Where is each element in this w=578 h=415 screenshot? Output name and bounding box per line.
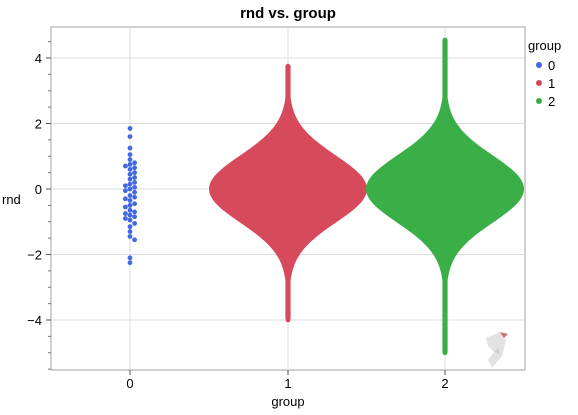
data-point-group-0 — [127, 207, 133, 213]
y-tick-label: 4 — [35, 51, 42, 66]
chart-title: rnd vs. group — [240, 5, 336, 22]
x-tick-label: 1 — [284, 376, 291, 391]
data-point-group-0 — [123, 196, 128, 202]
data-point-group-0 — [132, 214, 138, 220]
legend-title: group — [528, 38, 561, 53]
max-point-group-2 — [442, 37, 448, 43]
data-point-group-0 — [132, 184, 138, 190]
data-point-group-0 — [127, 255, 133, 261]
y-axis: −4 −2 0 2 4 — [27, 41, 51, 370]
data-point-group-0 — [127, 152, 133, 158]
data-point-group-0 — [132, 201, 138, 207]
data-point-group-0 — [123, 163, 128, 169]
watermark-bird-icon — [486, 332, 508, 368]
data-point-group-0 — [132, 189, 138, 195]
data-point-group-0 — [127, 260, 133, 266]
legend-label-1: 1 — [548, 76, 555, 91]
data-point-group-0 — [127, 181, 133, 187]
data-point-group-0 — [123, 216, 128, 221]
y-tick-label: 0 — [35, 182, 42, 197]
legend-marker-2 — [536, 98, 542, 104]
data-point-group-0 — [127, 176, 133, 182]
data-point-group-0 — [127, 217, 133, 223]
x-axis-label: group — [271, 394, 304, 409]
data-point-group-0 — [123, 188, 128, 194]
legend-marker-1 — [536, 80, 542, 86]
data-point-group-0 — [127, 145, 133, 151]
data-point-group-0 — [132, 170, 138, 176]
data-point-group-0 — [123, 204, 128, 210]
data-point-group-0 — [127, 202, 133, 208]
data-point-group-0 — [127, 234, 133, 239]
data-point-group-0 — [127, 186, 133, 192]
data-point-group-0 — [127, 171, 133, 177]
data-point-group-0 — [127, 193, 133, 198]
data-marks — [123, 37, 524, 356]
x-tick-label: 0 — [126, 376, 133, 391]
data-point-group-0 — [123, 211, 128, 216]
violin-group-1 — [209, 65, 367, 320]
y-tick-label: 2 — [35, 117, 42, 132]
min-point-group-1 — [285, 317, 291, 323]
data-point-group-0 — [127, 157, 133, 162]
min-point-group-2 — [442, 350, 448, 356]
y-tick-label: −2 — [27, 248, 42, 263]
data-point-group-0 — [127, 134, 133, 140]
x-tick-label: 2 — [441, 376, 448, 391]
outlier-point-group-2 — [442, 327, 448, 333]
data-point-group-0 — [132, 220, 138, 226]
data-point-group-0 — [132, 175, 138, 180]
y-tick-label: −4 — [27, 313, 42, 328]
legend-label-0: 0 — [548, 58, 555, 73]
y-axis-label: rnd — [2, 192, 21, 207]
data-point-group-0 — [127, 126, 133, 131]
data-point-group-0 — [132, 180, 138, 185]
data-point-group-0 — [127, 224, 133, 230]
x-axis: 0 1 2 — [126, 370, 449, 391]
legend-marker-0 — [536, 62, 542, 68]
data-point-group-0 — [132, 160, 138, 166]
legend: group 0 1 2 — [528, 38, 561, 109]
data-point-group-0 — [132, 237, 138, 243]
data-point-group-0 — [132, 194, 138, 200]
max-point-group-1 — [285, 63, 291, 69]
data-point-group-0 — [123, 183, 128, 189]
data-point-group-0 — [127, 198, 133, 203]
data-point-group-0 — [127, 166, 133, 172]
data-point-group-0 — [132, 165, 138, 171]
data-point-group-0 — [127, 162, 133, 167]
data-point-group-0 — [127, 212, 133, 218]
data-point-group-0 — [132, 209, 138, 215]
data-point-group-0 — [127, 229, 133, 234]
legend-label-2: 2 — [548, 94, 555, 109]
outlier-point-group-2 — [442, 334, 448, 339]
